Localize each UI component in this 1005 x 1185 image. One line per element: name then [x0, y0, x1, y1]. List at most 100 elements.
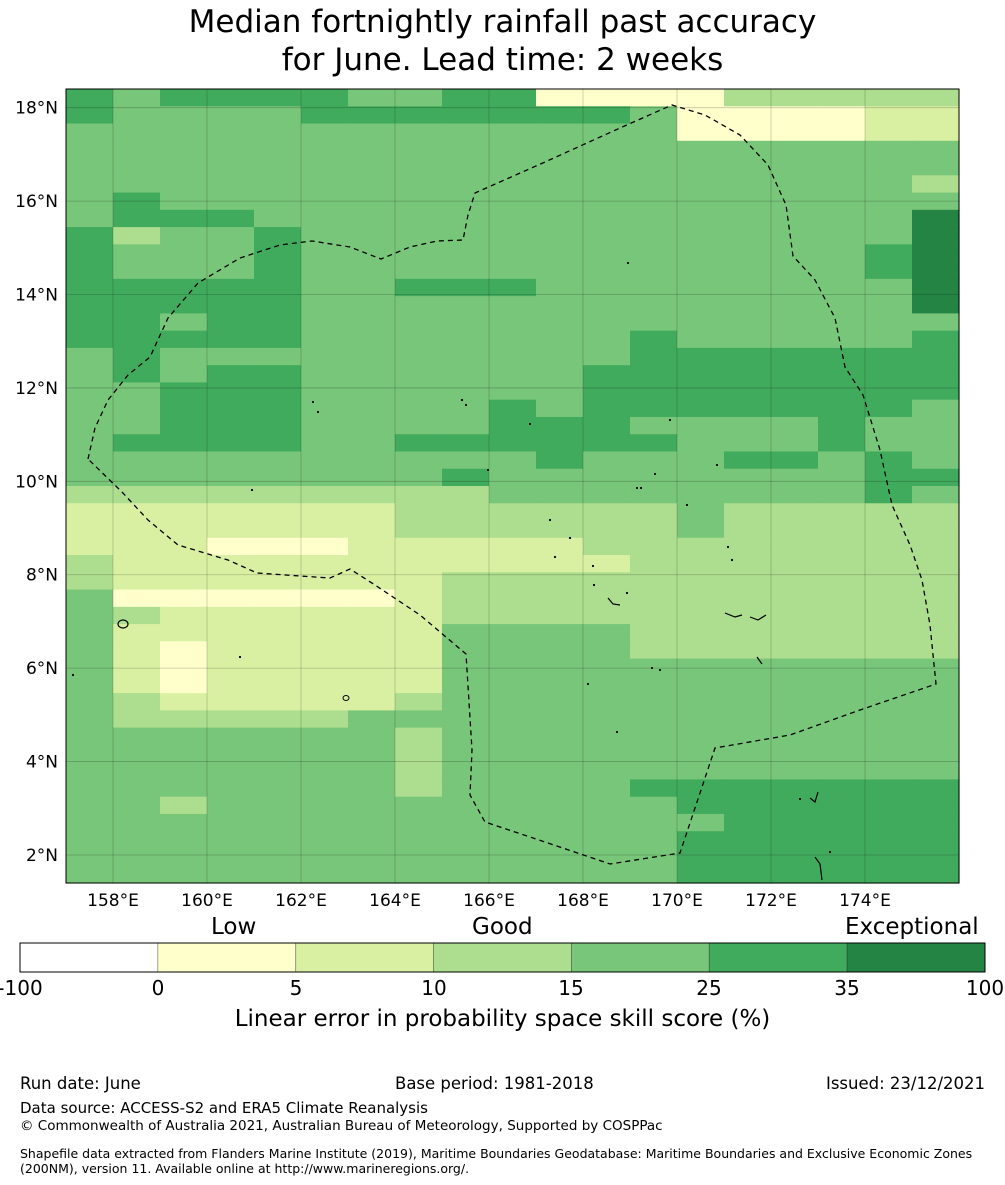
skill-cell — [583, 89, 631, 107]
skill-cell — [677, 175, 725, 194]
skill-cell — [489, 727, 537, 746]
skill-cell — [724, 641, 772, 660]
skill-cell — [113, 762, 161, 781]
skill-cell — [724, 175, 772, 194]
skill-cell — [677, 244, 725, 263]
skill-cell — [677, 572, 725, 591]
colorbar-tick: -100 — [0, 976, 43, 1000]
skill-cell — [630, 727, 678, 746]
skill-cell — [677, 434, 725, 453]
skill-cell — [442, 762, 490, 781]
skill-cell — [254, 416, 302, 435]
skill-cell — [113, 848, 161, 867]
lat-tick-label: 14°N — [15, 286, 58, 306]
skill-cell — [113, 658, 161, 677]
skill-cell — [865, 399, 913, 418]
skill-cell — [113, 813, 161, 832]
skill-cell — [724, 693, 772, 711]
skill-cell — [536, 313, 584, 332]
skill-cell — [66, 434, 114, 453]
skill-cell — [395, 296, 443, 314]
skill-cell — [442, 624, 490, 642]
skill-cell — [207, 813, 255, 832]
skill-cell — [395, 848, 443, 867]
skill-cell — [395, 727, 443, 746]
skill-cell — [66, 693, 114, 711]
skill-cell — [865, 589, 913, 608]
skill-cell — [489, 175, 537, 194]
skill-cell — [865, 347, 913, 366]
skill-cell — [113, 382, 161, 401]
skill-cell — [630, 313, 678, 332]
skill-cell — [207, 658, 255, 677]
skill-cell — [66, 589, 114, 608]
skill-cell — [254, 744, 302, 763]
skill-cell — [677, 796, 725, 815]
skill-cell — [113, 192, 161, 211]
skill-cell — [630, 158, 678, 176]
skill-cell — [301, 727, 349, 746]
skill-cell — [254, 123, 302, 142]
skill-cell — [677, 762, 725, 781]
skill-cell — [113, 175, 161, 194]
skill-cell — [395, 762, 443, 781]
skill-cell — [771, 382, 819, 401]
skill-cell — [66, 140, 114, 159]
skill-cell — [207, 399, 255, 418]
skill-cell — [66, 296, 114, 314]
skill-cell — [865, 227, 913, 245]
skill-cell — [395, 641, 443, 660]
skill-cell — [207, 693, 255, 711]
skill-cell — [348, 641, 396, 660]
colorbar — [19, 942, 986, 973]
skill-cell — [771, 831, 819, 850]
legend-category-exceptional: Exceptional — [845, 914, 979, 940]
skill-cell — [912, 641, 960, 660]
skill-cell — [818, 330, 866, 349]
skill-cell — [630, 624, 678, 642]
skill-cell — [865, 779, 913, 798]
skill-cell — [583, 244, 631, 263]
skill-cell — [865, 848, 913, 867]
skill-cell — [301, 537, 349, 556]
island — [592, 583, 596, 587]
skill-cell — [301, 710, 349, 729]
skill-cell — [113, 434, 161, 453]
skill-cell — [348, 175, 396, 194]
skill-cell — [771, 537, 819, 556]
skill-cell — [348, 244, 396, 263]
skill-cell — [160, 486, 208, 504]
skill-cell — [207, 831, 255, 850]
skill-cell — [395, 244, 443, 263]
skill-cell — [536, 744, 584, 763]
skill-cell — [254, 227, 302, 245]
skill-cell — [771, 658, 819, 677]
skill-cell — [489, 641, 537, 660]
skill-cell — [442, 572, 490, 591]
skill-cell — [254, 710, 302, 729]
skill-cell — [254, 624, 302, 642]
skill-cell — [160, 399, 208, 418]
skill-cell — [254, 848, 302, 867]
skill-cell — [912, 347, 960, 366]
skill-cell — [912, 192, 960, 211]
skill-cell — [348, 727, 396, 746]
skill-cell — [160, 227, 208, 245]
skill-cell — [301, 330, 349, 349]
skill-cell — [536, 261, 584, 280]
skill-cell — [160, 693, 208, 711]
colorbar-tick: 0 — [151, 976, 165, 1000]
skill-cell — [912, 313, 960, 332]
skill-cell — [489, 365, 537, 384]
skill-cell — [630, 537, 678, 556]
skill-cell — [395, 434, 443, 453]
skill-cell — [254, 796, 302, 815]
skill-cell — [489, 451, 537, 470]
skill-cell — [818, 727, 866, 746]
skill-cell — [489, 572, 537, 591]
skill-cell — [442, 503, 490, 522]
skill-cell — [442, 313, 490, 332]
skill-cell — [771, 606, 819, 625]
skill-cell — [536, 589, 584, 608]
skill-cell — [489, 192, 537, 211]
